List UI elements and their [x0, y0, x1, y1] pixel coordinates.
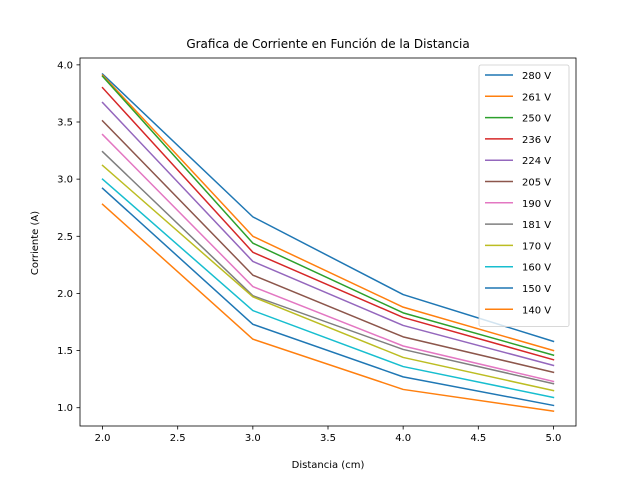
- legend-label: 280 V: [522, 71, 551, 82]
- legend-label: 150 V: [522, 284, 551, 295]
- series-layer: [101, 72, 555, 412]
- series-line-11: [101, 203, 555, 412]
- legend-label: 236 V: [522, 135, 551, 146]
- x-tick-label: 4.0: [395, 433, 411, 444]
- x-tick-label: 5.0: [546, 433, 562, 444]
- series-line-10: [101, 187, 555, 407]
- x-tick-label: 3.5: [320, 433, 336, 444]
- series-line-6: [101, 133, 555, 383]
- legend-label: 224 V: [522, 156, 551, 167]
- series-line-4: [101, 101, 555, 367]
- legend-label: 250 V: [522, 114, 551, 125]
- x-tick-label: 2.0: [95, 433, 111, 444]
- series-line-5: [101, 119, 555, 374]
- series-line-2: [101, 75, 555, 357]
- series-line-3: [101, 86, 555, 361]
- series-line-7: [101, 150, 555, 385]
- legend-label: 181 V: [522, 220, 551, 231]
- legend: 280 V 261 V 250 V 236 V 224 V 205 V 190 V 181 V…: [478, 64, 570, 328]
- y-tick-label: 3.5: [57, 118, 73, 129]
- chart-title: Grafica de Corriente en Función de la Di…: [186, 37, 469, 51]
- series-line-9: [101, 178, 555, 399]
- y-tick-label: 3.0: [57, 175, 73, 186]
- legend-box: [478, 64, 570, 328]
- series-line-1: [101, 74, 555, 352]
- series-line-8: [101, 164, 555, 392]
- y-tick-label: 2.0: [57, 289, 73, 300]
- y-axis-label: Corriente (A): [30, 211, 41, 275]
- axes-layer: 2.0 2.5 3.0 3.5 4.0 4.5 5.0 1.0 1.5 2.0 2.5 3.0 3.5 4…: [57, 57, 577, 444]
- x-axis-label: Distancia (cm): [292, 460, 365, 471]
- x-tick-label: 3.0: [245, 433, 261, 444]
- legend-label: 170 V: [522, 241, 551, 252]
- x-tick-label: 2.5: [170, 433, 186, 444]
- y-tick-label: 1.0: [57, 403, 73, 414]
- legend-label: 160 V: [522, 263, 551, 274]
- series-line-0: [101, 72, 555, 343]
- y-tick-label: 2.5: [57, 232, 73, 243]
- y-tick-label: 1.5: [57, 346, 73, 357]
- legend-label: 261 V: [522, 92, 551, 103]
- legend-label: 205 V: [522, 178, 551, 189]
- legend-label: 140 V: [522, 305, 551, 316]
- legend-label: 190 V: [522, 199, 551, 210]
- x-tick-label: 4.5: [470, 433, 486, 444]
- y-tick-label: 4.0: [57, 60, 73, 71]
